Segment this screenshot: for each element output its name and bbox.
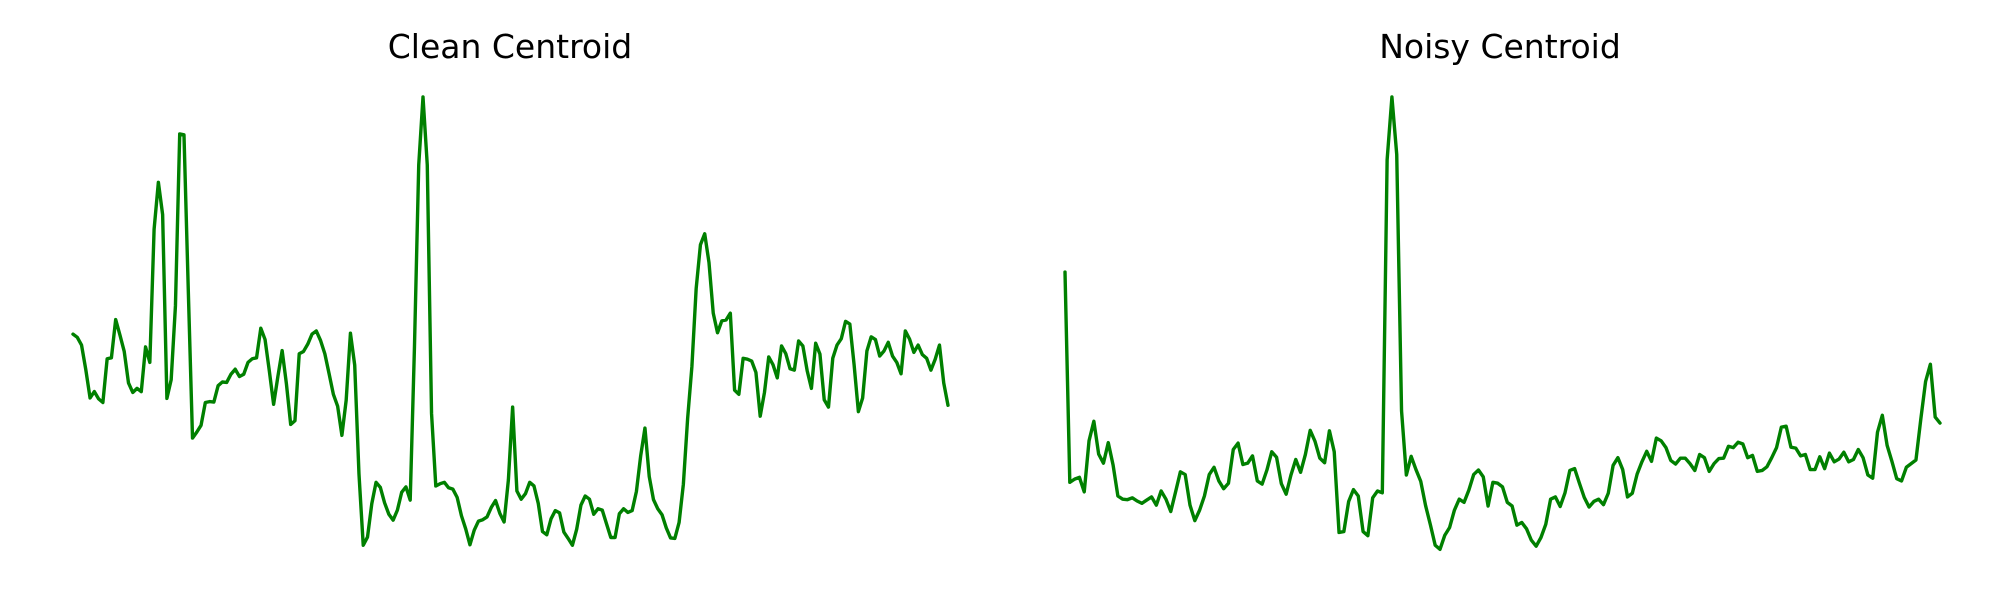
series-line bbox=[71, 95, 950, 547]
chart-panel-noisy-centroid: Noisy Centroid bbox=[1063, 27, 1942, 552]
chart-panel-clean-centroid: Clean Centroid bbox=[71, 27, 950, 547]
series-line bbox=[1063, 95, 1942, 552]
chart-title: Clean Centroid bbox=[388, 27, 633, 66]
chart-title: Noisy Centroid bbox=[1379, 27, 1621, 66]
